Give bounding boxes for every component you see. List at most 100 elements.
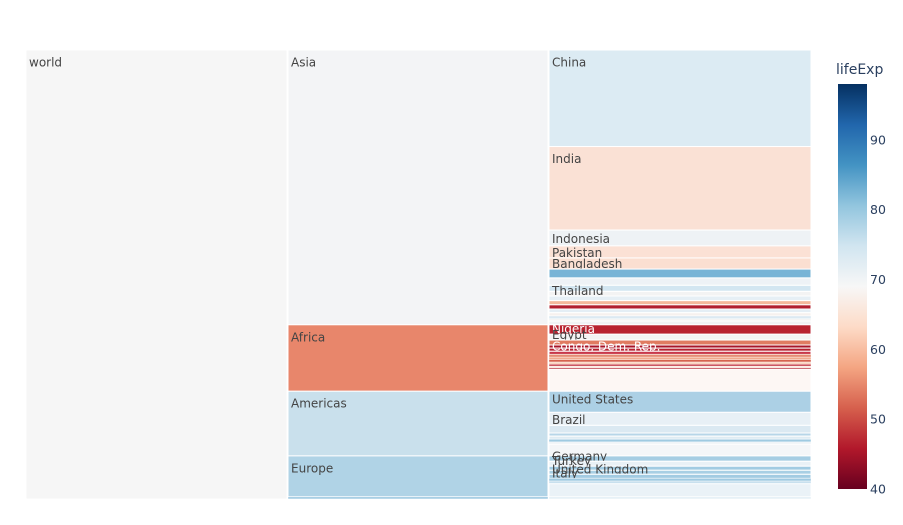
continent-americas[interactable]: Americas <box>287 390 549 457</box>
country-label: Thailand <box>551 284 604 298</box>
colorbar-gradient <box>838 84 867 489</box>
country-rect <box>548 312 812 317</box>
continent-rect <box>287 496 549 500</box>
continent-label: Americas <box>291 397 347 411</box>
country-27[interactable] <box>548 364 812 367</box>
continent-level: Asia Africa Americas Europe <box>287 49 549 500</box>
country-label: Pakistan <box>552 246 602 260</box>
country-rect <box>548 424 812 434</box>
country-label: Turkey <box>551 454 591 468</box>
country-rect <box>548 361 812 365</box>
country-rect <box>548 49 812 148</box>
country-label: Germany <box>552 449 607 463</box>
country-5[interactable] <box>548 268 812 279</box>
country-28[interactable] <box>548 365 812 369</box>
country-rect <box>548 411 812 426</box>
country-22[interactable] <box>548 350 812 355</box>
country-30[interactable] <box>548 368 812 392</box>
country-rect <box>548 350 812 355</box>
root-level: world <box>25 49 288 500</box>
country-rect <box>548 315 812 319</box>
country-rect <box>548 356 812 361</box>
country-rect <box>548 435 812 440</box>
country-turkey[interactable]: Turkey <box>548 454 812 468</box>
country-rect <box>548 359 812 363</box>
country-rect <box>548 354 812 358</box>
country-36[interactable] <box>548 439 812 443</box>
country-13[interactable] <box>548 312 812 317</box>
country-rect <box>548 439 812 443</box>
country-47[interactable] <box>548 496 812 500</box>
country-label: Egypt <box>552 328 587 342</box>
colorbar-tick-label: 80 <box>870 202 886 217</box>
country-label: China <box>552 56 586 70</box>
country-10[interactable] <box>548 300 812 306</box>
continent-label: Asia <box>291 56 316 70</box>
continent-4[interactable] <box>287 496 549 500</box>
country-pakistan[interactable]: Pakistan <box>548 245 812 260</box>
country-label: Nigeria <box>552 322 595 336</box>
country-44[interactable] <box>548 478 812 482</box>
country-rect <box>548 146 812 231</box>
country-14[interactable] <box>548 315 812 319</box>
country-11[interactable] <box>548 304 812 310</box>
continent-label: Europe <box>291 461 333 475</box>
country-rect <box>548 364 812 367</box>
country-rect <box>548 300 812 306</box>
continent-rect <box>287 324 549 392</box>
continent-rect <box>287 390 549 457</box>
country-indonesia[interactable]: Indonesia <box>548 229 812 247</box>
country-label: Italy <box>552 466 578 480</box>
country-rect <box>548 473 812 479</box>
colorbar-ticks: 40 50 60 70 80 90 <box>870 132 886 496</box>
country-united-states[interactable]: United States <box>548 390 812 413</box>
country-46[interactable] <box>548 483 812 498</box>
country-rect <box>548 295 812 302</box>
country-23[interactable] <box>548 354 812 358</box>
continent-africa[interactable]: Africa <box>287 324 549 392</box>
country-label: Congo, Dem. Rep. <box>552 339 660 353</box>
country-united-kingdom[interactable]: United Kingdom <box>548 462 812 476</box>
continent-asia[interactable]: Asia <box>287 49 549 326</box>
country-rect <box>548 496 812 500</box>
country-25[interactable] <box>548 359 812 363</box>
country-rect <box>548 308 812 314</box>
country-label: United Kingdom <box>552 462 648 476</box>
country-35[interactable] <box>548 435 812 440</box>
country-china[interactable]: China <box>548 49 812 148</box>
continent-rect <box>287 49 549 326</box>
country-12[interactable] <box>548 308 812 314</box>
country-9[interactable] <box>548 295 812 302</box>
country-italy[interactable]: Italy <box>548 466 812 480</box>
country-24[interactable] <box>548 356 812 361</box>
root-rect <box>25 49 288 500</box>
country-rect <box>548 483 812 498</box>
continent-europe[interactable]: Europe <box>287 455 549 498</box>
continent-rect <box>287 455 549 498</box>
colorbar-tick-label: 60 <box>870 342 886 357</box>
colorbar-tick-label: 70 <box>870 272 886 287</box>
country-label: Indonesia <box>552 232 610 246</box>
country-33[interactable] <box>548 424 812 434</box>
country-rect <box>548 268 812 279</box>
country-label: India <box>552 152 581 166</box>
colorbar-tick-label: 50 <box>870 412 886 427</box>
country-label: Brazil <box>552 413 586 427</box>
country-india[interactable]: India <box>548 146 812 231</box>
colorbar-tick-label: 40 <box>870 482 886 497</box>
country-rect <box>548 368 812 392</box>
colorbar: lifeExp 40 50 60 70 80 90 <box>836 62 886 497</box>
country-label: Bangladesh <box>552 257 622 271</box>
colorbar-title: lifeExp <box>836 62 883 78</box>
continent-label: Africa <box>291 330 325 344</box>
country-label: United States <box>552 393 633 407</box>
country-26[interactable] <box>548 361 812 365</box>
root-world[interactable]: world <box>25 49 288 500</box>
country-rect <box>548 304 812 310</box>
colorbar-tick-label: 90 <box>870 132 886 147</box>
country-rect <box>548 365 812 369</box>
root-label: world <box>29 56 62 70</box>
country-rect <box>548 478 812 482</box>
